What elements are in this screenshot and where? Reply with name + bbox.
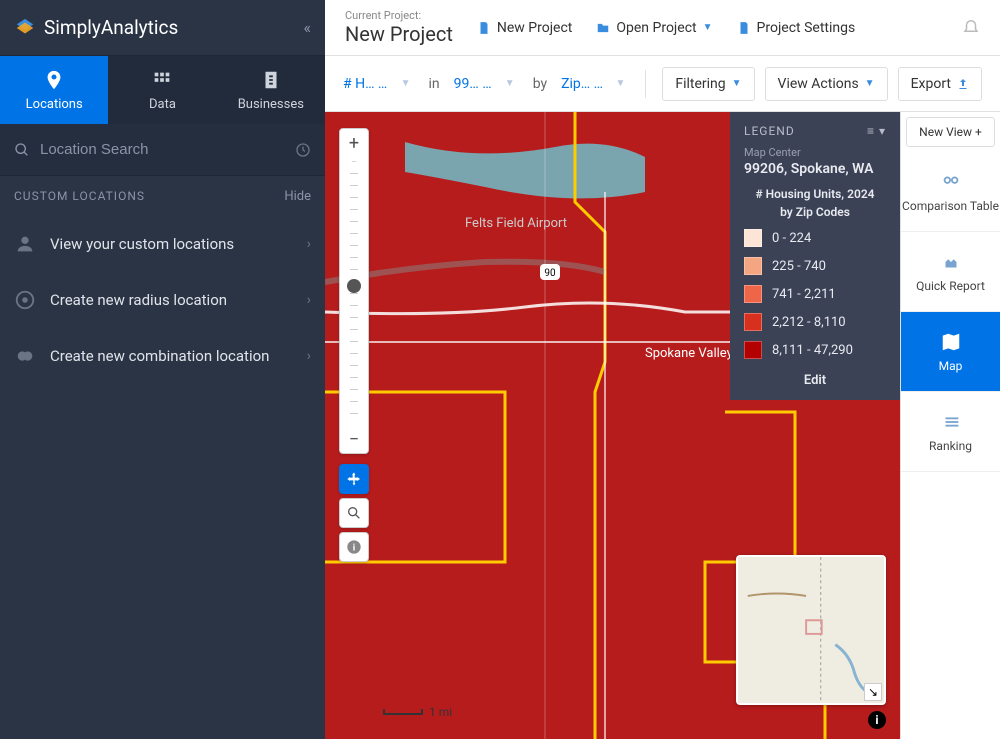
folder-icon	[596, 21, 610, 35]
filtering-button[interactable]: Filtering▼	[662, 67, 754, 101]
section-title: CUSTOM LOCATIONS	[14, 189, 145, 203]
notifications-icon[interactable]	[962, 17, 980, 39]
legend-panel: LEGEND ≡ ▾ Map Center 99206, Spokane, WA…	[730, 112, 900, 400]
view-map[interactable]: Map	[901, 312, 1000, 392]
target-icon	[14, 289, 36, 311]
sidebar-item-combination[interactable]: Create new combination location ›	[0, 328, 325, 384]
grid-icon	[151, 69, 173, 91]
map-icon	[940, 331, 962, 353]
tab-data[interactable]: Data	[108, 56, 216, 124]
tab-label: Data	[149, 97, 176, 112]
pan-tool-button[interactable]	[339, 464, 369, 494]
open-project-link[interactable]: Open Project ▼	[596, 20, 712, 36]
chevron-right-icon: ›	[307, 236, 311, 252]
sidebar-item-label: View your custom locations	[50, 235, 234, 253]
tab-businesses[interactable]: Businesses	[217, 56, 325, 124]
location-search-input[interactable]	[40, 141, 285, 158]
view-quick-report[interactable]: Quick Report	[901, 232, 1000, 312]
project-settings-link[interactable]: Project Settings	[737, 20, 856, 36]
pin-icon	[43, 69, 65, 91]
crumb-separator: in	[429, 76, 440, 92]
collapse-sidebar-icon[interactable]: «	[303, 18, 311, 37]
svg-text:Felts Field Airport: Felts Field Airport	[465, 216, 567, 231]
map-info-button[interactable]: i	[868, 711, 886, 729]
divider	[645, 70, 646, 98]
legend-bucket: 0 - 224	[744, 229, 886, 247]
chevron-down-icon[interactable]: ▼	[401, 78, 411, 89]
zoom-slider[interactable]	[350, 161, 358, 421]
map-canvas[interactable]: 90 Felts Field Airport Spokane Valley + …	[325, 112, 900, 739]
hide-section-link[interactable]: Hide	[284, 189, 311, 204]
view-actions-button[interactable]: View Actions▼	[765, 67, 888, 101]
legend-bucket: 2,212 - 8,110	[744, 313, 886, 331]
legend-variable: # Housing Units, 2024	[744, 187, 886, 201]
tab-label: Businesses	[238, 97, 304, 112]
variable-crumb[interactable]: # H… 24	[343, 76, 389, 92]
view-ranking[interactable]: Ranking	[901, 392, 1000, 472]
crumb-separator: by	[533, 76, 547, 92]
chevron-down-icon[interactable]: ▼	[616, 78, 626, 89]
tab-locations[interactable]: Locations	[0, 56, 108, 124]
project-name: New Project	[345, 22, 453, 46]
brand-logo: SimplyAnalytics	[14, 16, 178, 39]
location-crumb[interactable]: 99… /A	[454, 76, 493, 92]
person-icon	[14, 233, 36, 255]
minimap-expand-button[interactable]: ↘	[864, 683, 882, 701]
history-icon[interactable]	[295, 142, 311, 158]
tab-label: Locations	[26, 97, 83, 112]
svg-text:90: 90	[544, 268, 556, 279]
sidebar-item-label: Create new radius location	[50, 291, 227, 309]
zoom-out-button[interactable]: −	[340, 425, 368, 453]
geography-crumb[interactable]: Zip… es	[561, 76, 603, 92]
pins-icon	[940, 171, 962, 193]
legend-bucket: 8,111 - 47,290	[744, 341, 886, 359]
file-settings-icon	[737, 21, 751, 35]
minimap[interactable]: ↘	[736, 555, 886, 705]
info-tool-button[interactable]: i	[339, 532, 369, 562]
legend-center-value: 99206, Spokane, WA	[744, 161, 886, 177]
legend-edit-link[interactable]: Edit	[744, 373, 886, 388]
chevron-down-icon[interactable]: ▼	[505, 78, 515, 89]
legend-bucket: 225 - 740	[744, 257, 886, 275]
export-button[interactable]: Export	[898, 67, 982, 101]
svg-text:Spokane Valley: Spokane Valley	[645, 346, 733, 361]
project-label: Current Project:	[345, 9, 453, 22]
legend-center-label: Map Center	[744, 146, 886, 159]
chevron-right-icon: ›	[307, 292, 311, 308]
zoom-tool-button[interactable]	[339, 498, 369, 528]
legend-title: LEGEND	[744, 124, 795, 138]
sidebar-item-radius[interactable]: Create new radius location ›	[0, 272, 325, 328]
file-icon	[477, 21, 491, 35]
clap-icon	[940, 251, 962, 273]
chevron-right-icon: ›	[307, 348, 311, 364]
chevron-down-icon: ▼	[703, 22, 713, 33]
sidebar-item-label: Create new combination location	[50, 347, 269, 365]
building-icon	[260, 69, 282, 91]
legend-variable-sub: by Zip Codes	[744, 205, 886, 219]
zoom-control: + −	[339, 128, 369, 454]
svg-text:i: i	[353, 542, 355, 553]
new-view-button[interactable]: New View +	[906, 117, 995, 147]
legend-menu-icon[interactable]: ≡ ▾	[867, 124, 886, 138]
combine-icon	[14, 345, 36, 367]
list-icon	[940, 411, 962, 433]
scale-bar: 1 mi	[383, 705, 452, 719]
legend-bucket: 741 - 2,211	[744, 285, 886, 303]
sidebar-item-view-custom[interactable]: View your custom locations ›	[0, 216, 325, 272]
view-comparison-table[interactable]: Comparison Table	[901, 152, 1000, 232]
search-icon	[14, 142, 30, 158]
new-project-link[interactable]: New Project	[477, 20, 573, 36]
zoom-in-button[interactable]: +	[340, 129, 368, 157]
